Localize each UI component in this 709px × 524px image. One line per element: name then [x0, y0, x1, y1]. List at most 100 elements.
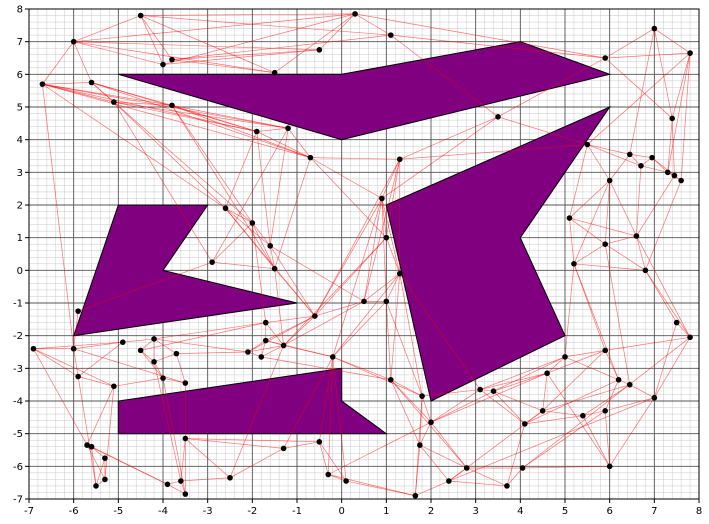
roadmap-node: [396, 156, 403, 163]
roadmap-edge: [667, 118, 673, 173]
roadmap-edge: [448, 480, 507, 487]
roadmap-edge: [573, 180, 610, 264]
roadmap-edge: [162, 378, 186, 495]
roadmap-edge: [167, 483, 186, 495]
roadmap-edge: [381, 198, 401, 274]
y-tick-label: 6: [17, 70, 23, 81]
roadmap-edge: [247, 345, 284, 353]
roadmap-edge: [587, 144, 642, 167]
roadmap-node: [477, 386, 483, 393]
roadmap-node: [602, 55, 608, 61]
roadmap-edge: [419, 444, 450, 482]
roadmap-node: [75, 308, 81, 314]
roadmap-node: [169, 56, 175, 63]
roadmap-edge: [73, 41, 92, 83]
roadmap-edge: [270, 245, 365, 302]
roadmap-edge: [497, 116, 588, 145]
roadmap-edge: [399, 273, 423, 397]
roadmap-edge: [113, 377, 164, 387]
roadmap-edge: [42, 83, 226, 209]
roadmap-node: [312, 313, 318, 319]
roadmap-node: [606, 177, 613, 184]
roadmap-edge: [33, 348, 79, 377]
roadmap-edge: [605, 28, 655, 59]
roadmap-node: [70, 38, 77, 45]
roadmap-edge: [283, 315, 316, 346]
roadmap-edge: [629, 28, 655, 155]
roadmap-node: [325, 471, 332, 478]
roadmap-node: [262, 319, 269, 326]
roadmap-edge: [569, 218, 575, 264]
roadmap-edge: [78, 261, 213, 312]
roadmap-edge: [645, 270, 677, 323]
roadmap-edge: [564, 356, 619, 381]
roadmap-edge: [636, 235, 646, 271]
roadmap-edge: [363, 198, 383, 302]
roadmap-node: [412, 492, 419, 499]
roadmap-edge: [604, 180, 611, 245]
roadmap-edge: [261, 356, 391, 381]
roadmap-edge: [587, 144, 630, 155]
roadmap-edge: [573, 263, 646, 271]
roadmap-edge: [318, 356, 334, 442]
roadmap-edge: [667, 53, 691, 173]
roadmap-edge: [381, 116, 499, 199]
roadmap-node: [137, 12, 144, 19]
roadmap-node: [669, 115, 675, 122]
roadmap-edge: [104, 386, 115, 480]
roadmap-edge: [153, 361, 182, 482]
roadmap-edge: [671, 118, 675, 176]
roadmap-node: [626, 381, 633, 388]
roadmap-node: [316, 47, 323, 53]
x-tick-label: 0: [338, 506, 344, 517]
roadmap-edge: [390, 379, 432, 423]
roadmap-edge: [113, 101, 257, 132]
roadmap-node: [352, 11, 358, 17]
roadmap-node: [245, 349, 251, 355]
roadmap-edge: [185, 438, 231, 479]
roadmap-edge: [140, 350, 155, 363]
roadmap-edge: [653, 322, 678, 398]
roadmap-edge: [493, 390, 543, 412]
x-tick-label: 5: [562, 506, 568, 517]
roadmap-node: [111, 383, 117, 390]
roadmap-edge: [653, 28, 673, 119]
roadmap-edge: [256, 131, 271, 246]
roadmap-edge: [542, 350, 606, 412]
roadmap-edge: [225, 207, 253, 224]
roadmap-node: [580, 412, 586, 419]
roadmap-node: [253, 128, 260, 135]
roadmap-edge: [430, 422, 468, 469]
roadmap-edge: [480, 356, 566, 390]
roadmap-edge: [171, 105, 289, 129]
roadmap-edge: [211, 128, 289, 263]
roadmap-edge: [113, 101, 289, 129]
roadmap-edge: [42, 84, 75, 349]
roadmap-edge: [524, 415, 583, 425]
roadmap-node: [446, 478, 452, 484]
roadmap-edge: [587, 144, 610, 181]
x-tick-label: 6: [606, 506, 612, 517]
roadmap-node: [84, 442, 90, 448]
y-tick-label: 5: [17, 103, 23, 114]
roadmap-edge: [430, 389, 481, 423]
roadmap-edge: [283, 237, 387, 346]
roadmap-node: [102, 455, 108, 461]
roadmap-edge: [73, 348, 186, 384]
roadmap-edge: [287, 128, 311, 158]
x-tick-label: 3: [472, 506, 478, 517]
x-tick-label: -6: [69, 506, 79, 517]
roadmap-edge: [73, 311, 79, 349]
roadmap-node: [388, 376, 394, 383]
roadmap-edge: [381, 159, 401, 199]
roadmap-node: [271, 69, 278, 76]
roadmap-node: [490, 388, 497, 395]
y-tick-label: 1: [17, 233, 23, 244]
x-axis-ticks: -7 -6 -5 -4 -3 -2 -1 0 1 2 3 4 5 6 7 8: [24, 499, 702, 517]
roadmap-node: [280, 445, 287, 452]
roadmap-edges: [33, 13, 691, 497]
roadmap-node: [544, 370, 550, 377]
y-tick-label: -7: [13, 495, 23, 506]
obstacles: [72, 41, 612, 435]
x-tick-label: 8: [696, 506, 702, 517]
